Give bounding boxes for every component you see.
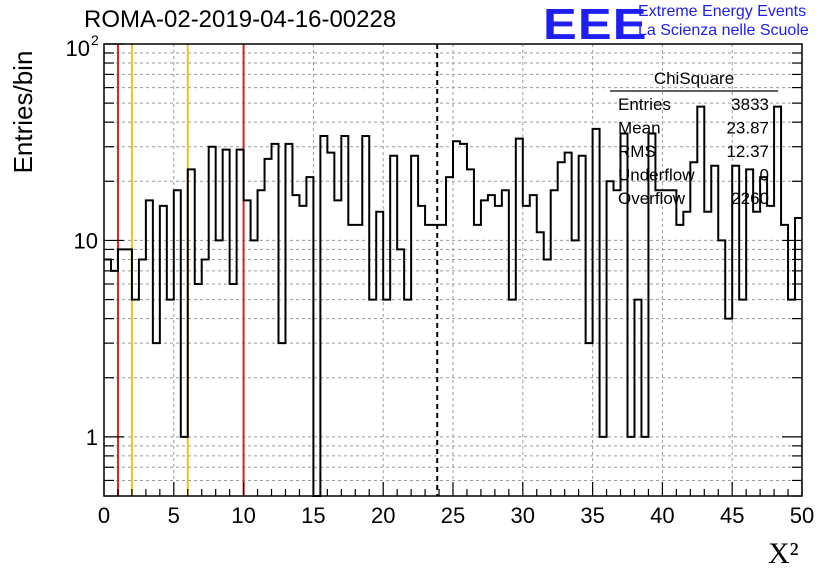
histogram-series bbox=[104, 105, 802, 497]
stats-row-label: Overflow bbox=[618, 189, 686, 208]
stats-row-value: 3833 bbox=[731, 95, 769, 114]
stats-row-value: 23.87 bbox=[726, 119, 769, 138]
stats-row-value: 2260 bbox=[731, 189, 769, 208]
chart-title: ROMA-02-2019-04-16-00228 bbox=[84, 6, 397, 33]
logo-subtitle-line1: Extreme Energy Events bbox=[638, 3, 807, 20]
stats-row-value: 0 bbox=[760, 166, 769, 185]
grid-lines bbox=[104, 44, 802, 496]
stats-row-label: Mean bbox=[618, 119, 661, 138]
y-tick-label: 10 bbox=[66, 36, 90, 61]
x-tick-label: 35 bbox=[580, 503, 604, 528]
x-tick-labels: 0 5 10 15 20 25 30 35 40 45 50 bbox=[98, 503, 814, 528]
axis-ticks bbox=[103, 43, 803, 497]
x-tick-label: 10 bbox=[231, 503, 255, 528]
stats-box: ChiSquare Entries 3833 Mean 23.87 RMS 12.37 Un… bbox=[610, 69, 778, 208]
x-tick-label: 45 bbox=[720, 503, 744, 528]
x-axis-label: X² bbox=[768, 537, 799, 570]
y-axis-label: Entries/bin bbox=[8, 51, 38, 174]
logo-subtitle-line2: La Scienza nelle Scuole bbox=[638, 22, 809, 39]
x-tick-label: 5 bbox=[168, 503, 180, 528]
x-tick-label: 20 bbox=[371, 503, 395, 528]
x-tick-label: 30 bbox=[511, 503, 535, 528]
y-tick-label: 1 bbox=[86, 425, 98, 450]
y-tick-label: 10 bbox=[74, 228, 98, 253]
eee-logo: EEE bbox=[543, 0, 648, 49]
x-tick-label: 0 bbox=[98, 503, 110, 528]
y-tick-exponent: 2 bbox=[91, 32, 99, 48]
x-tick-label: 40 bbox=[650, 503, 674, 528]
x-tick-label: 50 bbox=[790, 503, 814, 528]
stats-row-label: Underflow bbox=[618, 166, 695, 185]
stats-row-label: Entries bbox=[618, 95, 671, 114]
x-tick-label: 25 bbox=[441, 503, 465, 528]
stats-title: ChiSquare bbox=[654, 69, 734, 88]
stats-row-value: 12.37 bbox=[726, 142, 769, 161]
stats-row-label: RMS bbox=[618, 142, 656, 161]
x-tick-label: 15 bbox=[301, 503, 325, 528]
